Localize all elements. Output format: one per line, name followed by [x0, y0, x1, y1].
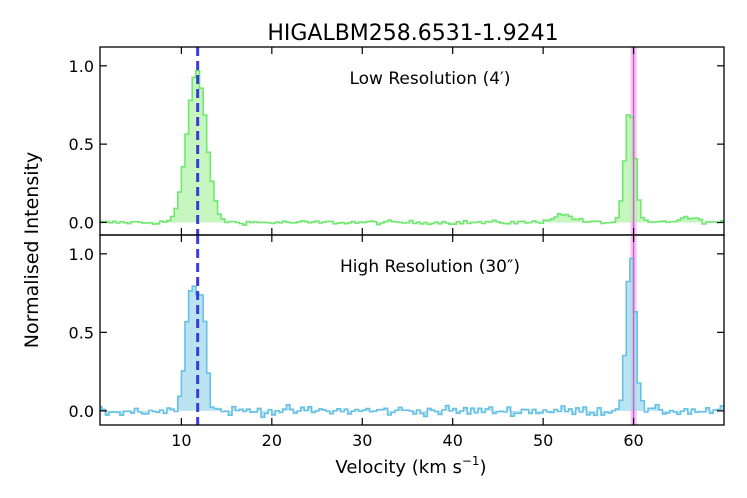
x-axis-label-close: )	[480, 457, 487, 478]
spectrum-line	[100, 257, 724, 419]
chart-title: HIGALBM258.6531-1.9241	[267, 21, 558, 46]
x-axis-label-exponent: −1	[462, 454, 480, 468]
x-tick-label: 30	[352, 431, 372, 450]
plot-area	[100, 47, 724, 235]
y-tick-label: 0.0	[69, 213, 94, 232]
panel-label: High Resolution (30″)	[340, 257, 520, 277]
y-tick-label: 0.5	[69, 135, 94, 154]
x-tick-label: 40	[443, 431, 463, 450]
spectrum-line	[100, 70, 724, 226]
y-tick-label: 0.0	[69, 402, 94, 421]
x-tick-label: 20	[262, 431, 282, 450]
panel-label: Low Resolution (4′)	[349, 69, 510, 89]
y-axis-label: Normalised Intensity	[21, 152, 43, 348]
y-tick-label: 1.0	[69, 57, 94, 76]
x-tick-label: 10	[171, 431, 191, 450]
plot-area	[100, 235, 724, 425]
y-tick-label: 0.5	[69, 323, 94, 342]
y-tick-label: 1.0	[69, 245, 94, 264]
x-tick-label: 60	[623, 431, 643, 450]
panel-high-resolution: 0.0 0.5 1.0 10 20 30 40 50 60 High Resolution (30…	[69, 234, 725, 450]
x-axis-label: Velocity (km s−1)	[335, 454, 486, 478]
panel-frame	[99, 234, 725, 426]
x-tick-label: 50	[533, 431, 553, 450]
x-axis-label-main: Velocity (km s	[335, 457, 461, 478]
panel-low-resolution: 0.0 0.5 1.0 Low Resolution (4′)	[69, 46, 725, 236]
